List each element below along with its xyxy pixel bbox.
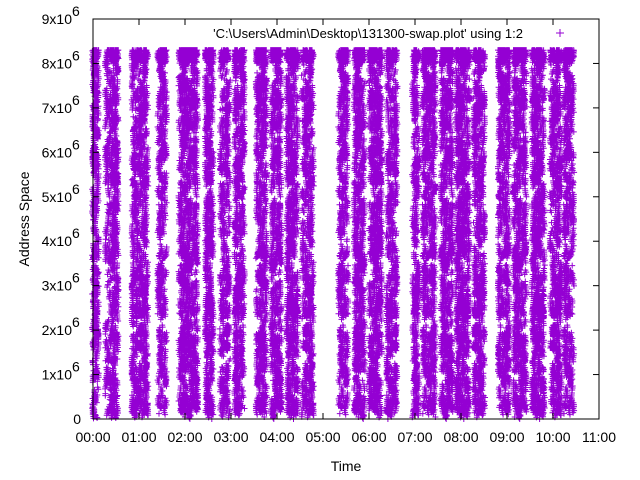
- x-axis: 00:00 01:00 02:00 03:00 04:00 05:00 06:00 07:00…: [75, 19, 616, 445]
- x-tick-label: 05:00: [305, 429, 340, 445]
- x-axis-label: Time: [331, 458, 362, 474]
- y-tick-exponent: 6: [72, 314, 80, 330]
- y-tick-exponent: 6: [72, 136, 80, 152]
- y-tick-exponent: 6: [72, 225, 80, 241]
- y-tick-label: 8x10: [42, 55, 73, 71]
- y-tick-label: 5x10: [42, 189, 73, 205]
- y-tick-exponent: 6: [72, 359, 80, 375]
- data-points: [89, 47, 578, 422]
- y-tick-label: 0: [73, 411, 81, 427]
- y-tick-label: 1x10: [42, 367, 73, 383]
- y-tick-exponent: 6: [72, 181, 80, 197]
- x-tick-label: 08:00: [443, 429, 478, 445]
- y-tick-label: 3x10: [42, 278, 73, 294]
- y-tick-label: 4x10: [42, 233, 73, 249]
- y-tick-exponent: 6: [72, 92, 80, 108]
- x-tick-label: 04:00: [259, 429, 294, 445]
- x-tick-label: 00:00: [75, 429, 110, 445]
- y-tick-label: 9x10: [42, 11, 73, 27]
- x-tick-label: 11:00: [582, 429, 616, 445]
- x-tick-label: 01:00: [121, 429, 156, 445]
- y-tick-label: 7x10: [42, 100, 73, 116]
- legend-label: 'C:\Users\Admin\Desktop\131300-swap.plot…: [213, 26, 523, 41]
- legend-marker: [556, 29, 564, 37]
- y-tick-label: 2x10: [42, 322, 73, 338]
- y-tick-exponent: 6: [72, 47, 80, 63]
- legend-plus-icon: [556, 29, 564, 37]
- legend: 'C:\Users\Admin\Desktop\131300-swap.plot…: [213, 26, 564, 41]
- y-axis-label: Address Space: [16, 171, 32, 266]
- x-tick-label: 10:00: [535, 429, 570, 445]
- plot-points: [89, 47, 578, 422]
- x-tick-label: 09:00: [489, 429, 524, 445]
- y-tick-exponent: 6: [72, 270, 80, 286]
- x-tick-label: 02:00: [167, 429, 202, 445]
- plot-frame: [92, 18, 600, 420]
- y-tick-label: 6x10: [42, 144, 73, 160]
- x-tick-label: 03:00: [213, 429, 248, 445]
- x-tick-label: 06:00: [351, 429, 386, 445]
- y-tick-exponent: 6: [72, 3, 80, 19]
- x-tick-label: 07:00: [397, 429, 432, 445]
